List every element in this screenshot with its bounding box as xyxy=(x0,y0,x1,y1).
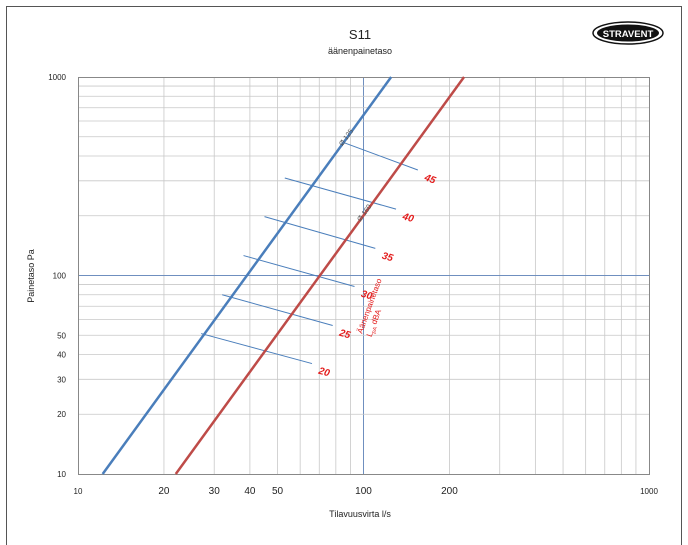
annotation-sub: pA xyxy=(371,326,379,335)
chart-title: S11 xyxy=(349,27,371,42)
y-tick-label: 100 xyxy=(53,272,67,281)
y-tick-label: 30 xyxy=(57,375,66,384)
sound-level-label: 45 xyxy=(422,172,438,187)
sound-level-line xyxy=(284,177,397,210)
x-tick-label: 1000 xyxy=(640,487,658,496)
x-tick-label: 100 xyxy=(355,486,372,497)
sound-level-label: 35 xyxy=(380,251,394,265)
series-line xyxy=(101,76,393,475)
plot-area xyxy=(78,77,650,475)
sound-level-line xyxy=(264,216,376,249)
x-tick-label: 20 xyxy=(158,486,170,497)
y-tick-label: 20 xyxy=(57,410,66,419)
x-tick-label: 30 xyxy=(209,486,221,497)
annotation-line2: L xyxy=(365,330,375,338)
plot-grid xyxy=(78,77,649,474)
sound-level-label: 40 xyxy=(400,211,415,225)
y-tick-label: 50 xyxy=(57,331,66,340)
sound-level-label: 25 xyxy=(337,328,352,342)
series-line xyxy=(174,76,466,475)
x-tick-label: 50 xyxy=(272,486,284,497)
x-tick-label: 40 xyxy=(244,486,256,497)
sound-level-line xyxy=(243,255,355,288)
chart-subtitle: äänenpainetaso xyxy=(328,46,392,56)
y-axis-ticks: 10 20 30 40 50 100 1000 xyxy=(48,73,66,479)
x-axis-ticks: 10 20 30 40 50 100 200 1000 xyxy=(74,486,659,497)
sound-level-label: 20 xyxy=(316,366,331,380)
y-axis-label: Painetaso Pa xyxy=(26,249,36,303)
x-tick-label: 200 xyxy=(441,486,458,497)
stravent-logo: STRAVENT xyxy=(592,21,664,45)
sound-level-line xyxy=(201,333,313,365)
sound-level-line xyxy=(222,294,333,326)
y-tick-label: 1000 xyxy=(48,73,66,82)
x-axis-label: Tilavuusvirta l/s xyxy=(329,509,391,519)
sound-level-lines: 20 25 30 35 40 45 xyxy=(201,141,438,380)
y-tick-label: 10 xyxy=(57,470,66,479)
x-tick-label: 10 xyxy=(74,487,83,496)
y-tick-label: 40 xyxy=(57,350,66,359)
sound-level-label: 30 xyxy=(360,289,374,303)
sound-level-line xyxy=(343,141,419,171)
logo-text: STRAVENT xyxy=(603,29,654,40)
